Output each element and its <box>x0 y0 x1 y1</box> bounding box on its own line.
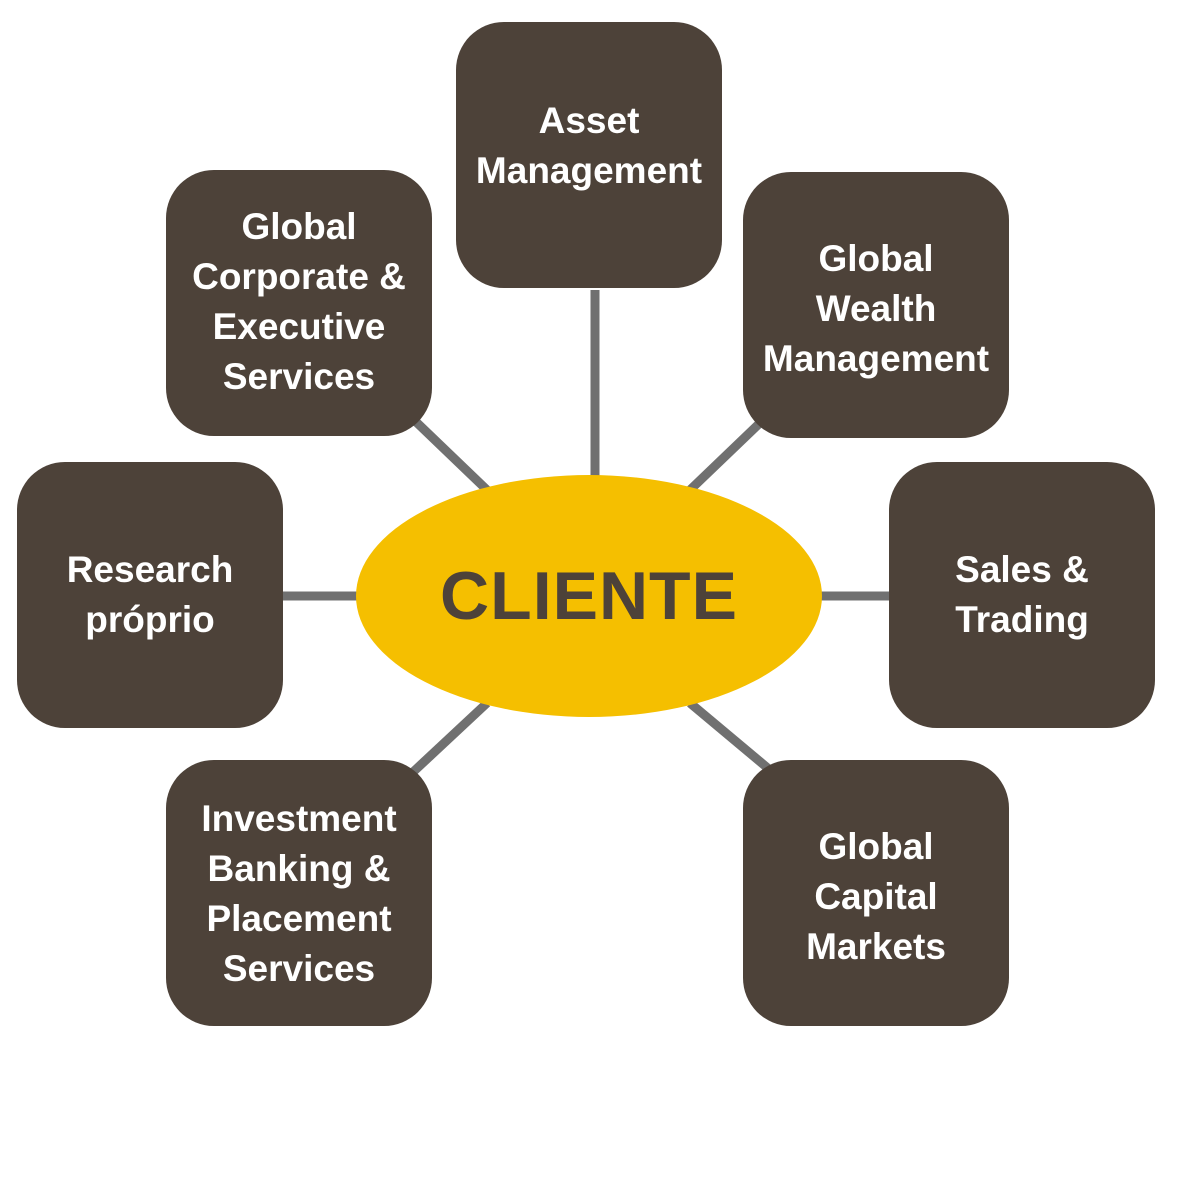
node-label-line: Executive <box>212 306 386 347</box>
connector-global-capital-markets <box>687 699 773 774</box>
node-investment-banking-placement-services: Investment Banking & Placement Services <box>166 760 432 1026</box>
node-label-line: Global <box>241 206 357 247</box>
node-label-line: Sales & <box>955 549 1089 590</box>
node-label-line: Research <box>66 549 234 590</box>
node-label-line: Management <box>475 150 703 191</box>
center-ellipse-cliente: CLIENTE <box>356 475 822 717</box>
connector-investment-banking <box>408 699 491 777</box>
node-global-wealth-management: Global Wealth Management <box>743 172 1009 438</box>
node-asset-management: Asset Management <box>456 22 722 288</box>
node-label-line: Placement <box>206 898 392 939</box>
node-label-line: Services <box>222 948 376 989</box>
node-global-capital-markets: Global Capital Markets <box>743 760 1009 1026</box>
node-label-line: Global <box>818 238 934 279</box>
node-label-line: Asset <box>538 100 640 141</box>
center-label: CLIENTE <box>440 558 738 634</box>
node-label-line: Capital <box>814 876 938 917</box>
connector-global-wealth <box>686 416 767 494</box>
connector-global-corporate <box>408 414 491 494</box>
node-label-line: Markets <box>806 926 946 967</box>
node-label-line: próprio <box>85 599 215 640</box>
node-label-line: Corporate & <box>192 256 406 297</box>
node-label-line: Trading <box>955 599 1089 640</box>
node-label-line: Management <box>762 338 990 379</box>
node-research-proprio: Research próprio <box>17 462 283 728</box>
node-label-line: Global <box>818 826 934 867</box>
node-label-line: Banking & <box>207 848 391 889</box>
node-label-line: Wealth <box>815 288 937 329</box>
node-label-line: Services <box>222 356 376 397</box>
node-global-corporate-executive-services: Global Corporate & Executive Services <box>166 170 432 436</box>
node-label-line: Investment <box>201 798 397 839</box>
node-sales-trading: Sales & Trading <box>889 462 1155 728</box>
